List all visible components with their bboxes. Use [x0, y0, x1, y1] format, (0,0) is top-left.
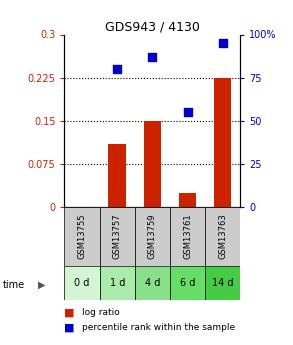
Point [220, 40, 225, 46]
Text: percentile rank within the sample: percentile rank within the sample [82, 323, 235, 332]
Bar [205, 207, 240, 266]
Bar [64, 207, 100, 266]
Text: ▶: ▶ [38, 280, 46, 289]
Bar [135, 266, 170, 300]
Text: 6 d: 6 d [180, 278, 195, 288]
Bar [205, 266, 240, 300]
Bar [64, 266, 100, 300]
Bar [170, 207, 205, 266]
Point [150, 54, 155, 60]
Bar [100, 207, 135, 266]
Bar [108, 144, 126, 207]
Text: GSM13755: GSM13755 [78, 214, 86, 259]
Text: time: time [3, 280, 25, 289]
Bar [214, 78, 231, 207]
Text: GSM13763: GSM13763 [218, 214, 227, 259]
Bar [144, 121, 161, 207]
Bar [135, 207, 170, 266]
Text: log ratio: log ratio [82, 308, 120, 317]
Text: 1 d: 1 d [110, 278, 125, 288]
Point [185, 109, 190, 115]
Text: 4 d: 4 d [145, 278, 160, 288]
Title: GDS943 / 4130: GDS943 / 4130 [105, 20, 200, 33]
Text: GSM13761: GSM13761 [183, 214, 192, 259]
Text: 14 d: 14 d [212, 278, 234, 288]
Bar [170, 266, 205, 300]
Bar [179, 193, 196, 207]
Bar [100, 266, 135, 300]
Text: ■: ■ [64, 323, 75, 333]
Text: 0 d: 0 d [74, 278, 90, 288]
Point [115, 66, 120, 72]
Text: GSM13759: GSM13759 [148, 214, 157, 259]
Text: GSM13757: GSM13757 [113, 214, 122, 259]
Text: ■: ■ [64, 307, 75, 317]
